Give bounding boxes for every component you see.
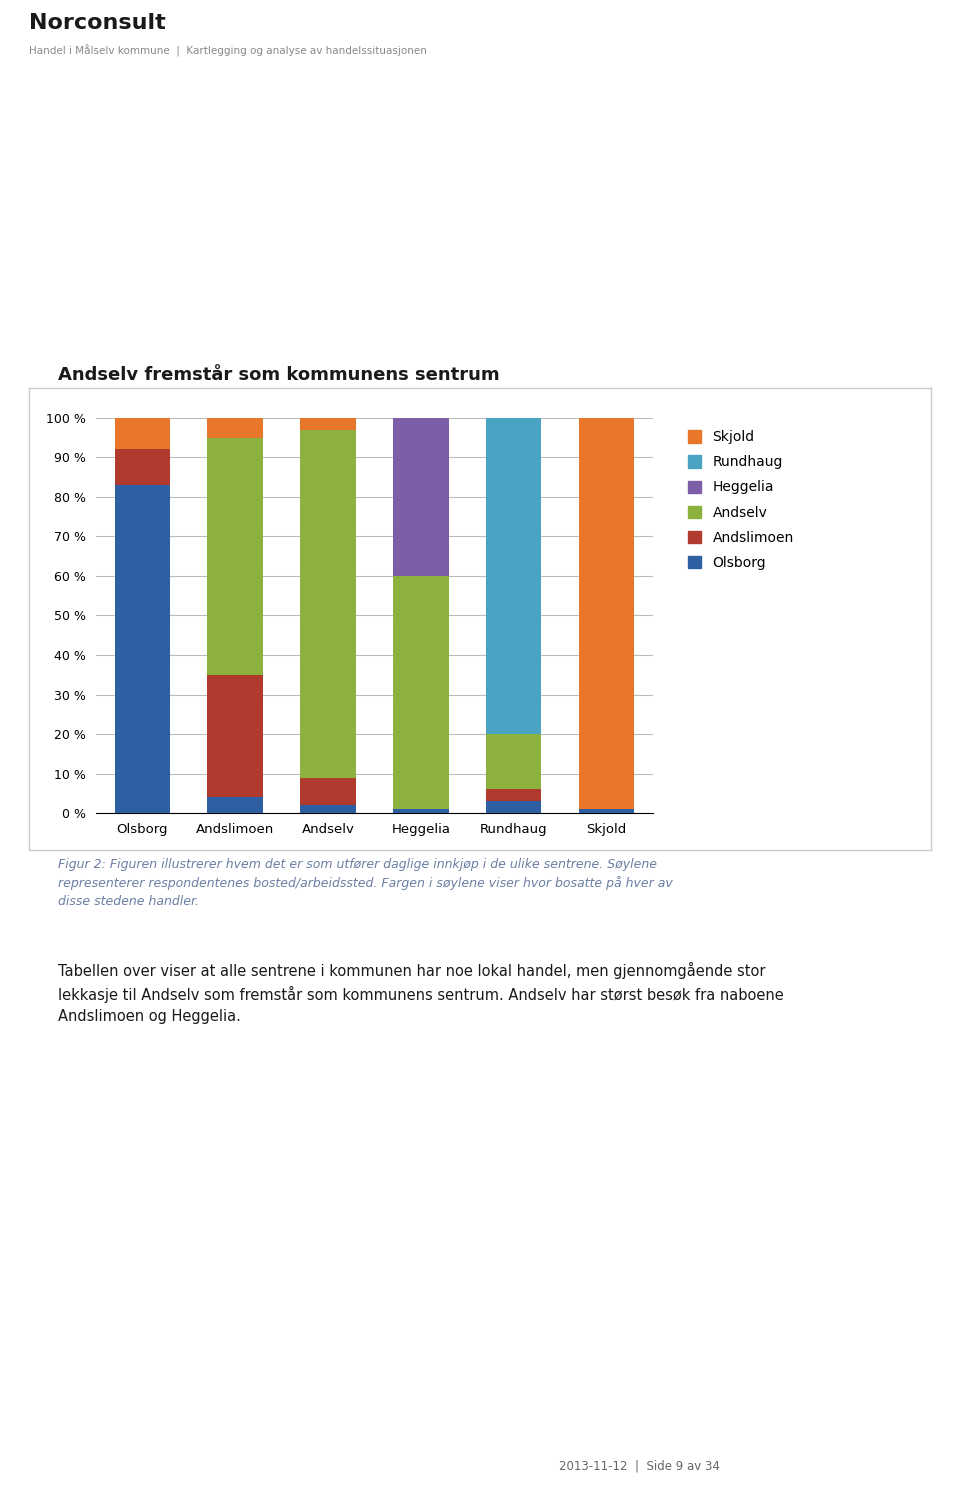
Bar [393, 809, 448, 813]
Bar [207, 797, 263, 813]
Bar [114, 418, 170, 449]
Legend: Skjold, Rundhaug, Heggelia, Andselv, Andslimoen, Olsborg: Skjold, Rundhaug, Heggelia, Andselv, And… [682, 425, 800, 576]
Bar [300, 806, 356, 813]
Bar [579, 809, 635, 813]
Bar [300, 777, 356, 806]
Bar [579, 418, 635, 809]
Bar [207, 437, 263, 674]
Bar [393, 576, 448, 809]
Bar [486, 801, 541, 813]
Text: Figur 2: Figuren illustrerer hvem det er som utfører daglige innkjøp i de ulike : Figur 2: Figuren illustrerer hvem det er… [58, 858, 672, 909]
Bar [300, 418, 356, 430]
Bar [207, 418, 263, 437]
Bar [393, 418, 448, 576]
Text: Handel i Målselv kommune  |  Kartlegging og analyse av handelssituasjonen: Handel i Målselv kommune | Kartlegging o… [29, 45, 426, 57]
Bar [486, 734, 541, 789]
Text: Norconsult: Norconsult [29, 13, 165, 33]
Text: Tabellen over viser at alle sentrene i kommunen har noe lokal handel, men gjenno: Tabellen over viser at alle sentrene i k… [58, 962, 783, 1025]
Bar [486, 418, 541, 734]
Bar [207, 674, 263, 797]
Bar [300, 430, 356, 777]
Text: 2013-11-12  |  Side 9 av 34: 2013-11-12 | Side 9 av 34 [559, 1459, 720, 1473]
Bar [114, 485, 170, 813]
Bar [486, 789, 541, 801]
Text: Andselv fremstår som kommunens sentrum: Andselv fremstår som kommunens sentrum [58, 367, 499, 385]
Bar [114, 449, 170, 485]
